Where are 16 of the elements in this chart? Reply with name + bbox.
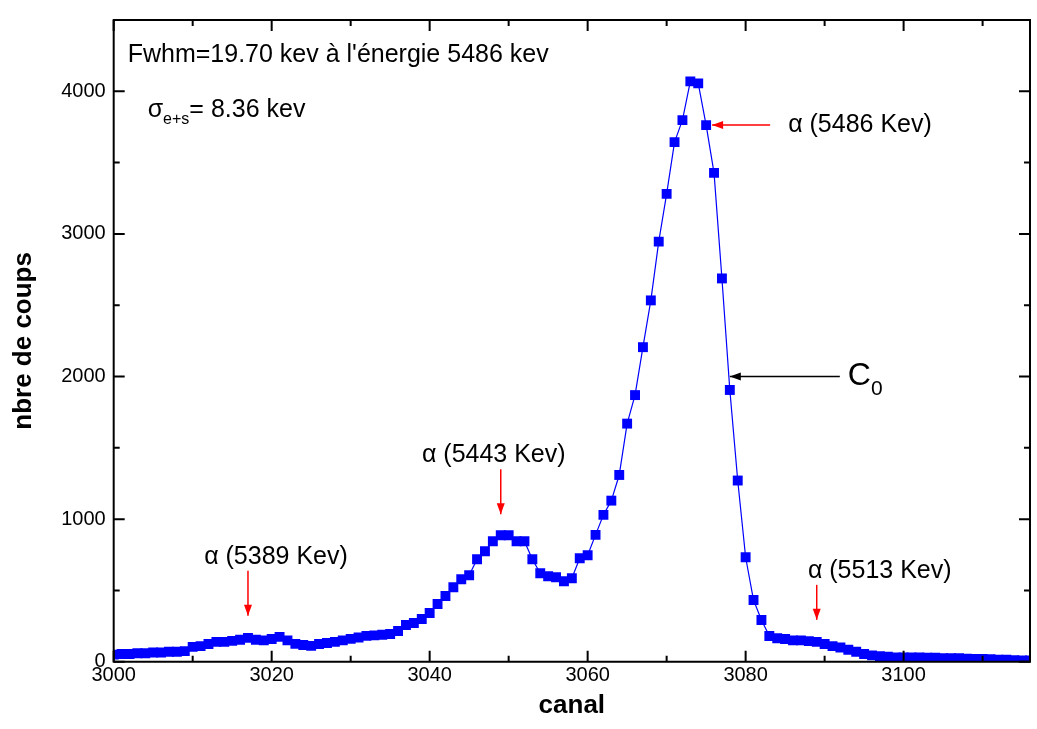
annotation: α (5513 Kev) bbox=[807, 554, 952, 583]
annotation: Fwhm=19.70 kev à l'énergie 5486 kev bbox=[127, 38, 550, 67]
y-tick-label: 4000 bbox=[61, 78, 106, 101]
x-tick-label: 3080 bbox=[723, 663, 768, 686]
x-tick-label: 3060 bbox=[565, 663, 610, 686]
y-tick-label: 1000 bbox=[61, 506, 106, 529]
x-tick-label: 3020 bbox=[249, 663, 294, 686]
x-tick-label: 3100 bbox=[881, 663, 926, 686]
x-axis-title: canal bbox=[538, 688, 606, 719]
annotation: α (5389 Kev) bbox=[204, 540, 348, 569]
y-tick-label: 3000 bbox=[61, 221, 106, 244]
annotation: α (5486 Kev) bbox=[788, 109, 932, 137]
y-tick-label: 2000 bbox=[61, 364, 106, 387]
annotation: α (5443 Kev) bbox=[421, 439, 566, 468]
x-tick-label: 3040 bbox=[407, 663, 452, 686]
y-axis-title: nbre de coups bbox=[6, 252, 37, 430]
